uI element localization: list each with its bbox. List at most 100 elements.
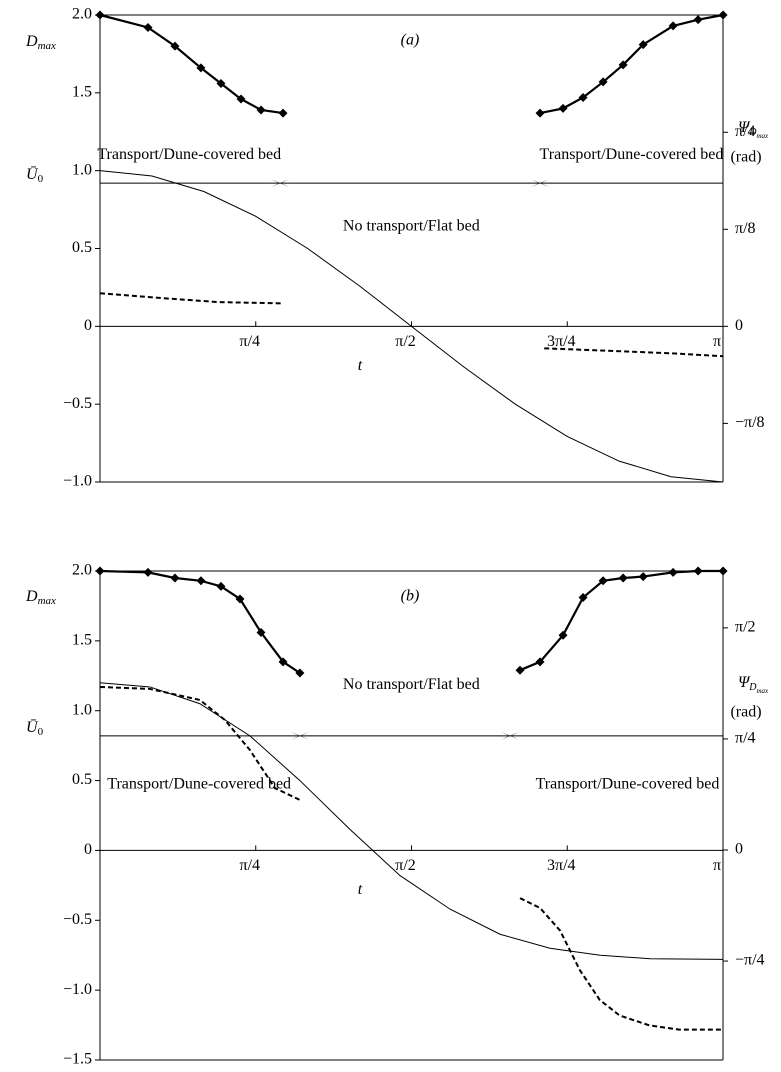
y2-axis-unit: (rad) (730, 704, 761, 721)
x-tick-label: π/2 (395, 333, 416, 350)
dmax-marker (143, 22, 153, 32)
transition-arrows (271, 179, 290, 188)
psi-line (99, 685, 301, 801)
dmax-marker (235, 594, 245, 604)
y2-axis-label: ΨDmax (738, 674, 769, 695)
dmax-marker (668, 567, 678, 577)
y2-tick-label: π/8 (735, 220, 756, 237)
label-main: Ū (26, 165, 39, 183)
y-tick-label: 2.0 (72, 6, 92, 23)
y-axis-label: Dmax (25, 33, 56, 52)
dmax-marker (216, 78, 226, 88)
label-main: Ψ (738, 119, 751, 136)
x-tick-label: 3π/4 (547, 857, 576, 874)
y-axis-label: Ū0 (26, 165, 44, 185)
region-label: No transport/Flat bed (343, 217, 480, 234)
u0-line (99, 682, 724, 960)
label-main: Ū (26, 718, 39, 736)
y-tick-label: 1.5 (72, 632, 92, 649)
y2-tick-label: π/4 (735, 123, 756, 140)
x-tick-label: π (713, 857, 721, 874)
dmax-marker (638, 40, 648, 50)
psi-line (519, 897, 724, 1031)
x-tick-label: 3π/4 (547, 333, 576, 350)
transition-arrows (290, 731, 309, 740)
x-tick-label: π/4 (239, 333, 260, 350)
dmax-marker (216, 581, 226, 591)
dmax-marker (638, 572, 648, 582)
y2-axis-unit: (rad) (730, 149, 761, 166)
dmax-marker (143, 567, 153, 577)
y2-tick-label: π/4 (735, 730, 756, 747)
dmax-marker (618, 573, 628, 583)
y-tick-label: 1.0 (72, 161, 92, 178)
panel-label: (b) (401, 588, 420, 605)
y-axis-label: Dmax (25, 588, 56, 607)
y2-tick-label: −π/4 (735, 952, 765, 969)
u0-line (99, 170, 724, 483)
x-tick-label: π/2 (395, 857, 416, 874)
dmax-marker (515, 665, 525, 675)
dmax-line (539, 13, 724, 115)
y-tick-label: 0.5 (72, 239, 92, 256)
dmax-marker (558, 103, 568, 113)
dmax-marker (278, 108, 288, 118)
dmax-marker (668, 21, 678, 31)
region-label: Transport/Dune-covered bed (540, 146, 724, 163)
y2-tick-label: 0 (735, 317, 743, 334)
x-tick-label: π/4 (239, 857, 260, 874)
label-subsub: max (756, 132, 769, 140)
region-label: Transport/Dune-covered bed (107, 775, 291, 792)
dmax-marker (693, 566, 703, 576)
psi-line (99, 292, 283, 305)
dmax-line (99, 569, 301, 674)
y-tick-label: 1.5 (72, 84, 92, 101)
y-tick-label: −1.5 (63, 1051, 92, 1068)
label-sub: max (38, 595, 56, 607)
dmax-line (519, 569, 724, 672)
transition-arrows (531, 179, 550, 188)
panel-label: (a) (401, 32, 420, 49)
label-main: D (25, 588, 38, 605)
dmax-marker (598, 77, 608, 87)
dmax-marker (278, 657, 288, 667)
y-axis-label: Ū0 (26, 718, 44, 738)
y2-tick-label: −π/8 (735, 414, 765, 431)
dmax-marker (693, 15, 703, 25)
dmax-marker (598, 576, 608, 586)
region-label: No transport/Flat bed (343, 676, 480, 693)
label-subsub: max (756, 687, 769, 695)
psi-line (544, 347, 724, 358)
y-tick-label: 1.0 (72, 701, 92, 718)
dmax-marker (256, 627, 266, 637)
label-sub: 0 (38, 725, 44, 737)
label-main: D (25, 33, 38, 50)
dmax-marker (618, 60, 628, 70)
dmax-marker (578, 93, 588, 103)
region-label: Transport/Dune-covered bed (97, 146, 281, 163)
y2-axis-label: ΨDmax (738, 119, 769, 140)
x-axis-label: t (358, 357, 363, 374)
dmax-marker (535, 657, 545, 667)
dmax-marker (196, 63, 206, 73)
dmax-line (99, 13, 284, 115)
transition-arrows (501, 731, 520, 740)
y2-tick-label: 0 (735, 841, 743, 858)
dmax-marker (170, 41, 180, 51)
label-sub: 0 (38, 173, 44, 185)
dmax-marker (535, 108, 545, 118)
label-sub: D (748, 682, 757, 693)
dmax-marker (718, 10, 728, 20)
dmax-marker (236, 94, 246, 104)
dmax-marker (170, 573, 180, 583)
x-tick-label: π (713, 333, 721, 350)
label-sub: max (38, 40, 56, 52)
y-tick-label: 0.5 (72, 771, 92, 788)
y-tick-label: −1.0 (63, 473, 92, 490)
label-main: Ψ (738, 674, 751, 691)
dmax-marker (718, 566, 728, 576)
dmax-marker (558, 630, 568, 640)
y-tick-label: 2.0 (72, 562, 92, 579)
